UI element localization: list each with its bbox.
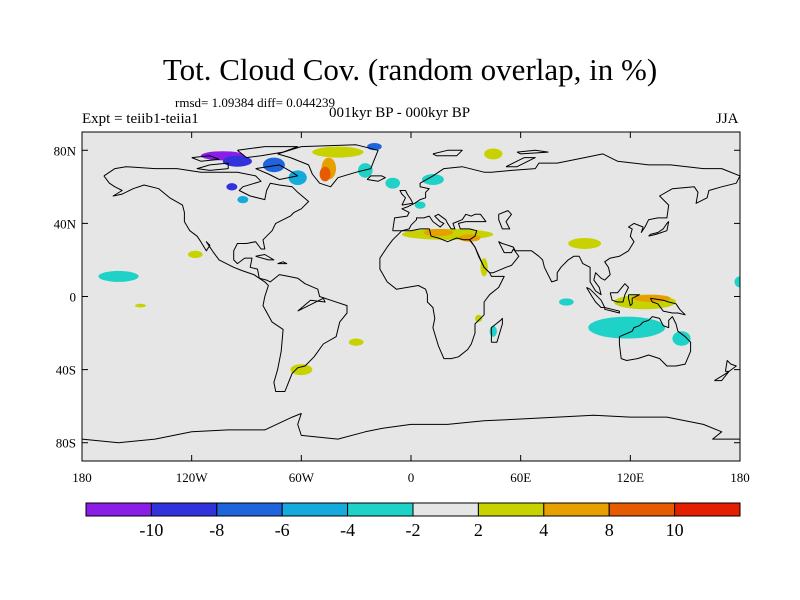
- y-tick-label: 80N: [54, 143, 77, 158]
- x-tick-label: 0: [408, 470, 415, 485]
- colorbar-swatch: [150, 502, 218, 517]
- colorbar-swatch: [674, 502, 741, 517]
- coastline: [255, 164, 299, 180]
- y-tick-label: 0: [70, 290, 77, 305]
- anomaly-patch: [290, 364, 313, 376]
- y-tick-label: 40S: [56, 363, 76, 378]
- coastline: [191, 155, 220, 162]
- colorbar-swatch: [347, 502, 414, 517]
- season-label: JJA: [716, 111, 739, 127]
- coastline: [490, 317, 503, 343]
- coastline: [277, 261, 288, 265]
- anomaly-patch: [474, 314, 483, 323]
- anomaly-patch: [237, 195, 249, 204]
- anomaly-patch: [559, 298, 574, 306]
- anomaly-patch: [319, 166, 331, 182]
- anomaly-patch: [226, 183, 238, 191]
- anomaly-patch: [421, 174, 444, 186]
- anomaly-patch: [484, 148, 503, 160]
- colorbar-label: -10: [139, 520, 163, 540]
- stats-label: rmsd= 1.09384 diff= 0.044239: [175, 95, 335, 110]
- coastline: [366, 175, 386, 182]
- anomaly-patch: [188, 250, 203, 259]
- anomaly-patch: [98, 270, 139, 282]
- coastline: [82, 413, 740, 444]
- anomaly-patch: [672, 331, 691, 346]
- anomaly-patch: [385, 177, 401, 189]
- x-tick-label: 120E: [617, 470, 645, 485]
- anomaly-patch: [135, 303, 146, 308]
- coastline: [618, 316, 692, 367]
- colorbar-label: -2: [406, 520, 421, 540]
- coastline: [714, 370, 730, 382]
- anomaly-patch: [312, 146, 364, 158]
- coastline: [432, 149, 463, 157]
- coastline: [255, 254, 275, 261]
- colorbar-label: -8: [209, 520, 224, 540]
- anomaly-patch: [734, 276, 740, 288]
- anomaly-patch: [489, 325, 497, 337]
- colorbar-label: -4: [340, 520, 355, 540]
- colorbar-swatch: [85, 502, 152, 517]
- anomaly-patch: [222, 155, 252, 167]
- coastline: [648, 221, 670, 237]
- coastline: [196, 162, 229, 171]
- coastline: [237, 146, 299, 159]
- period-label: 001kyr BP - 000kyr BP: [329, 105, 471, 121]
- x-tick-label: 60E: [510, 470, 531, 485]
- coastline: [297, 297, 326, 312]
- coastline: [505, 157, 536, 168]
- anomaly-patch: [588, 316, 666, 339]
- colorbar-label: 2: [474, 520, 483, 540]
- map-title: Tot. Cloud Cov. (random overlap, in %): [162, 52, 658, 87]
- coastline: [649, 297, 686, 316]
- anomaly-patch: [348, 338, 364, 346]
- y-tick-label: 80S: [56, 436, 76, 451]
- colorbar-label: 8: [605, 520, 614, 540]
- coastline: [392, 153, 740, 296]
- coastline: [399, 190, 414, 206]
- anomaly-patch: [262, 157, 285, 173]
- anomaly-patch: [414, 201, 426, 209]
- coastline: [277, 144, 379, 188]
- x-tick-label: 120W: [176, 470, 209, 485]
- x-tick-label: 180: [72, 470, 92, 485]
- colorbar-swatch: [543, 502, 610, 517]
- x-tick-label: 60W: [289, 470, 315, 485]
- anomaly-patch: [568, 238, 602, 249]
- anomaly-patch: [288, 170, 307, 186]
- y-tick-label: 40N: [54, 216, 77, 231]
- coastline: [516, 149, 549, 155]
- coastline: [103, 166, 348, 392]
- colorbar-swatch: [412, 502, 479, 517]
- colorbar-label: -6: [275, 520, 290, 540]
- x-tick-label: 180: [730, 470, 750, 485]
- coastline: [604, 307, 620, 314]
- coastline: [628, 294, 640, 307]
- coastline: [379, 228, 505, 360]
- colorbar-label: 10: [666, 520, 684, 540]
- colorbar-label: 4: [539, 520, 548, 540]
- coastline: [609, 283, 629, 303]
- colorbar-swatch: [216, 502, 283, 517]
- colorbar-swatch: [608, 502, 676, 517]
- coastline: [498, 210, 512, 230]
- colorbar-swatch: [477, 502, 545, 517]
- experiment-label: Expt = teiib1-teiia1: [82, 111, 199, 127]
- colorbar-swatch: [281, 502, 349, 517]
- anomaly-patch: [423, 228, 454, 237]
